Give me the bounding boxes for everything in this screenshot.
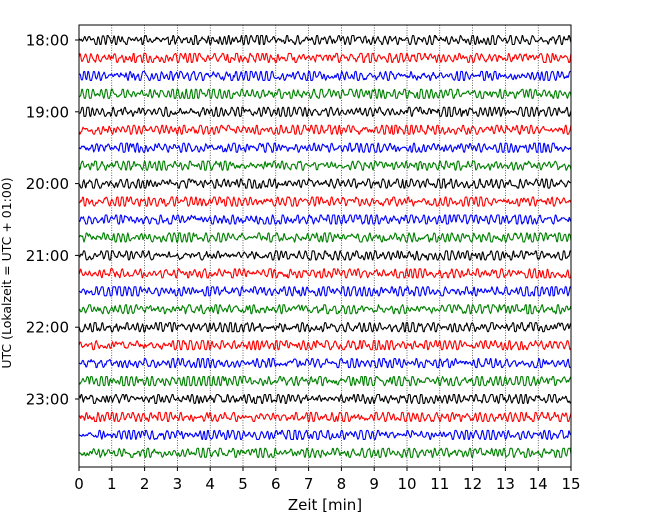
y-axis-title: UTC (Lokalzeit = UTC + 01:00) (0, 177, 14, 368)
x-tick-label-0: 0 (74, 475, 84, 493)
trace-1815 (78, 52, 572, 63)
x-tick-label-6: 6 (271, 475, 281, 493)
x-tick-label-8: 8 (337, 475, 347, 493)
trace-2030 (78, 214, 572, 225)
trace-2045 (78, 232, 572, 243)
trace-2215 (78, 340, 572, 351)
trace-2300 (78, 393, 572, 405)
y-tick-label-2300: 23:00 (26, 391, 69, 409)
x-tick-label-12: 12 (463, 475, 482, 493)
y-tick-label-2000: 20:00 (26, 175, 69, 193)
x-tick-label-15: 15 (561, 475, 580, 493)
trace-2230 (78, 358, 572, 369)
trace-2345 (78, 447, 572, 458)
x-tick-label-7: 7 (304, 475, 314, 493)
plot-frame (78, 24, 572, 468)
trace-1945 (78, 160, 572, 171)
y-tick-label-1900: 19:00 (26, 103, 69, 121)
x-tick-label-2: 2 (140, 475, 150, 493)
y-tick-label-2100: 21:00 (26, 247, 69, 265)
trace-group (78, 34, 572, 458)
y-axis: 18:00 19:00 20:00 21:00 22:00 23:00 (26, 32, 79, 409)
y-tick-label-2200: 22:00 (26, 319, 69, 337)
y-tick-label-1800: 18:00 (26, 32, 69, 50)
trace-2200 (78, 322, 572, 333)
x-tick-label-14: 14 (529, 475, 548, 493)
trace-2000 (78, 178, 572, 189)
trace-2245 (78, 376, 572, 387)
trace-1800 (78, 34, 572, 46)
x-axis-title: Zeit [min] (288, 496, 362, 514)
trace-2330 (78, 429, 572, 440)
trace-2130 (78, 286, 572, 297)
x-tick-label-10: 10 (397, 475, 416, 493)
trace-1845 (78, 88, 572, 99)
x-tick-label-9: 9 (369, 475, 379, 493)
trace-2115 (78, 268, 572, 279)
x-tick-label-3: 3 (173, 475, 183, 493)
x-tick-label-5: 5 (238, 475, 248, 493)
trace-2015 (78, 196, 572, 207)
grid-lines (111, 25, 539, 467)
trace-1830 (78, 70, 572, 81)
trace-1900 (78, 106, 572, 117)
x-tick-label-11: 11 (430, 475, 449, 493)
x-tick-label-13: 13 (496, 475, 515, 493)
trace-2315 (78, 411, 572, 422)
x-axis: 0 1 2 3 4 5 6 7 8 9 10 11 12 13 14 15 (74, 467, 581, 493)
trace-2145 (78, 304, 572, 315)
trace-1930 (78, 142, 572, 153)
x-tick-label-4: 4 (205, 475, 215, 493)
x-tick-label-1: 1 (107, 475, 117, 493)
trace-1915 (78, 124, 572, 135)
trace-2100 (78, 250, 572, 261)
